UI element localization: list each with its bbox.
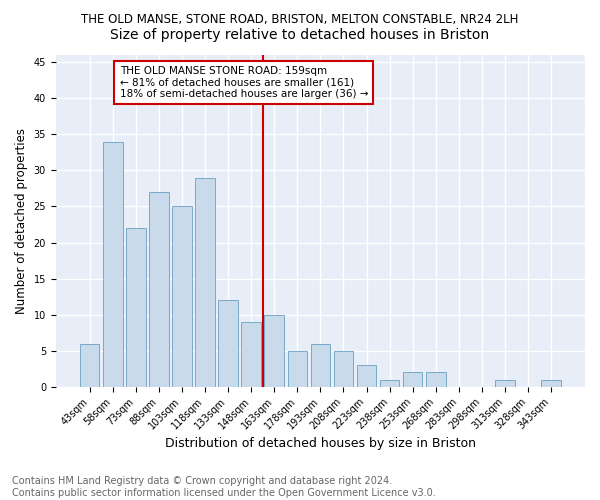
Bar bbox=[357, 365, 376, 387]
Bar bbox=[426, 372, 446, 387]
Bar bbox=[403, 372, 422, 387]
Bar bbox=[149, 192, 169, 387]
Bar bbox=[287, 350, 307, 387]
Bar bbox=[195, 178, 215, 387]
X-axis label: Distribution of detached houses by size in Briston: Distribution of detached houses by size … bbox=[165, 437, 476, 450]
Bar bbox=[103, 142, 122, 387]
Bar bbox=[241, 322, 261, 387]
Y-axis label: Number of detached properties: Number of detached properties bbox=[15, 128, 28, 314]
Bar bbox=[311, 344, 330, 387]
Text: Contains HM Land Registry data © Crown copyright and database right 2024.
Contai: Contains HM Land Registry data © Crown c… bbox=[12, 476, 436, 498]
Bar bbox=[334, 350, 353, 387]
Bar bbox=[380, 380, 400, 387]
Bar bbox=[495, 380, 515, 387]
Bar bbox=[126, 228, 146, 387]
Text: Size of property relative to detached houses in Briston: Size of property relative to detached ho… bbox=[110, 28, 490, 42]
Text: THE OLD MANSE STONE ROAD: 159sqm
← 81% of detached houses are smaller (161)
18% : THE OLD MANSE STONE ROAD: 159sqm ← 81% o… bbox=[119, 66, 368, 99]
Bar bbox=[218, 300, 238, 387]
Bar bbox=[265, 314, 284, 387]
Bar bbox=[541, 380, 561, 387]
Bar bbox=[80, 344, 100, 387]
Bar bbox=[172, 206, 192, 387]
Text: THE OLD MANSE, STONE ROAD, BRISTON, MELTON CONSTABLE, NR24 2LH: THE OLD MANSE, STONE ROAD, BRISTON, MELT… bbox=[82, 12, 518, 26]
